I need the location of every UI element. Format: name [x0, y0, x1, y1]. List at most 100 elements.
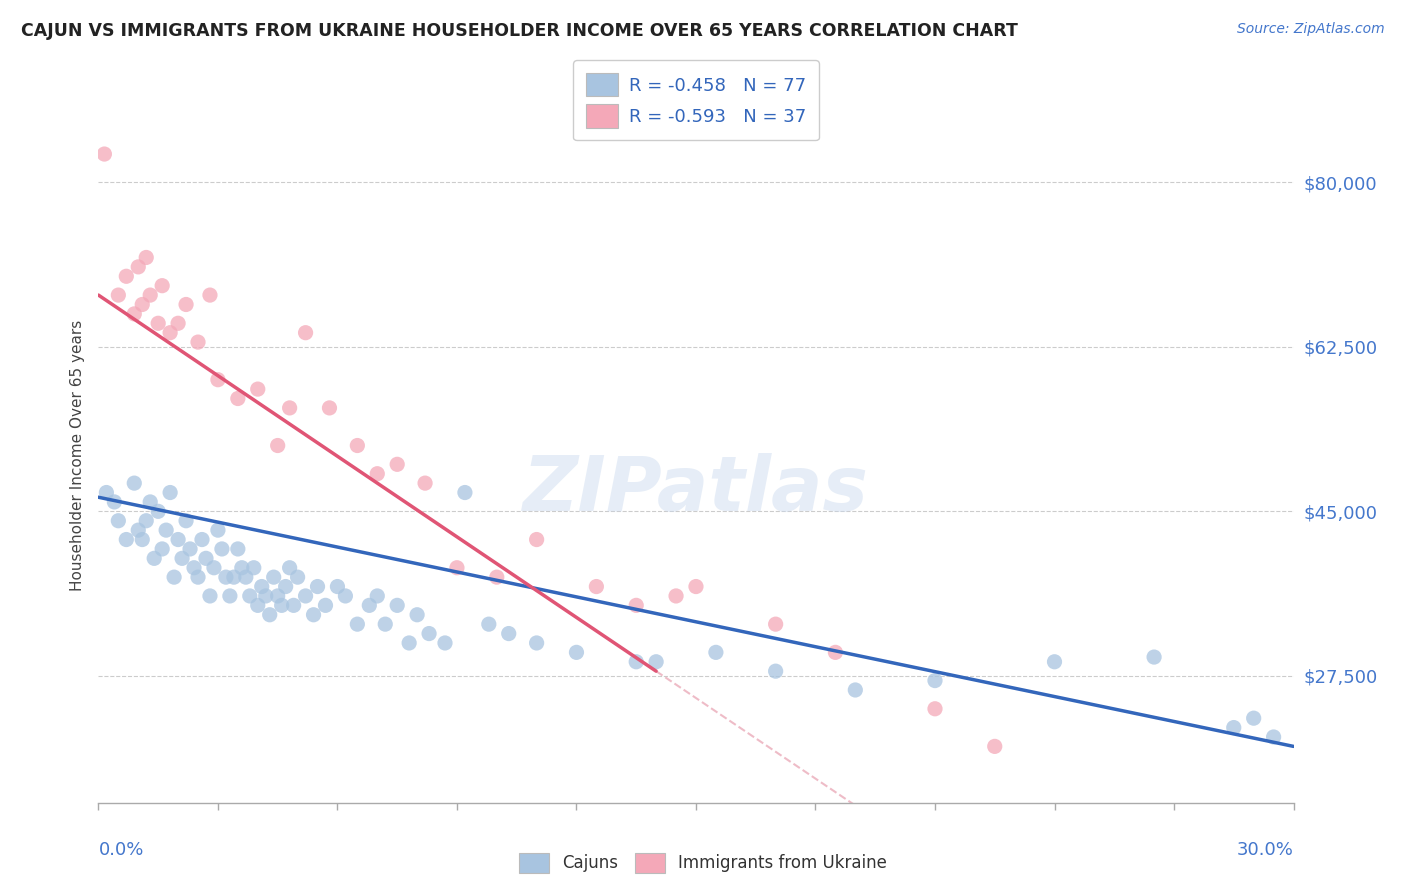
- Point: [202, 560, 225, 574]
- Point: [765, 617, 787, 632]
- Point: [159, 485, 181, 500]
- Point: [107, 514, 129, 528]
- Point: [163, 570, 186, 584]
- Legend: Cajuns, Immigrants from Ukraine: Cajuns, Immigrants from Ukraine: [512, 847, 894, 880]
- Point: [267, 438, 290, 452]
- Point: [704, 645, 727, 659]
- Point: [307, 580, 329, 594]
- Point: [398, 636, 420, 650]
- Point: [385, 458, 409, 472]
- Point: [665, 589, 688, 603]
- Point: [254, 589, 277, 603]
- Point: [183, 560, 205, 574]
- Point: [139, 288, 162, 302]
- Point: [235, 570, 257, 584]
- Point: [127, 260, 149, 274]
- Point: [246, 599, 269, 613]
- Point: [215, 570, 238, 584]
- Point: [626, 599, 648, 613]
- Point: [765, 664, 787, 678]
- Text: 0.0%: 0.0%: [98, 841, 143, 859]
- Point: [226, 541, 249, 556]
- Point: [135, 514, 157, 528]
- Point: [267, 589, 290, 603]
- Point: [155, 523, 177, 537]
- Text: CAJUN VS IMMIGRANTS FROM UKRAINE HOUSEHOLDER INCOME OVER 65 YEARS CORRELATION CH: CAJUN VS IMMIGRANTS FROM UKRAINE HOUSEHO…: [21, 22, 1018, 40]
- Point: [626, 655, 648, 669]
- Point: [1263, 730, 1285, 744]
- Point: [239, 589, 262, 603]
- Point: [318, 401, 340, 415]
- Point: [645, 655, 668, 669]
- Point: [231, 560, 253, 574]
- Point: [335, 589, 357, 603]
- Point: [924, 702, 946, 716]
- Point: [187, 570, 209, 584]
- Point: [278, 560, 301, 574]
- Point: [374, 617, 396, 632]
- Point: [1243, 711, 1265, 725]
- Point: [139, 495, 162, 509]
- Point: [984, 739, 1007, 754]
- Point: [366, 467, 388, 481]
- Point: [346, 617, 368, 632]
- Point: [1223, 721, 1246, 735]
- Point: [174, 297, 197, 311]
- Point: [207, 523, 229, 537]
- Point: [685, 580, 707, 594]
- Point: [294, 326, 316, 340]
- Point: [498, 626, 520, 640]
- Point: [434, 636, 457, 650]
- Point: [167, 316, 190, 330]
- Point: [127, 523, 149, 537]
- Point: [174, 514, 197, 528]
- Point: [195, 551, 218, 566]
- Point: [148, 504, 170, 518]
- Point: [294, 589, 316, 603]
- Point: [103, 495, 125, 509]
- Point: [148, 316, 170, 330]
- Point: [96, 485, 118, 500]
- Point: [526, 636, 548, 650]
- Point: [413, 476, 436, 491]
- Point: [346, 438, 368, 452]
- Point: [418, 626, 440, 640]
- Point: [135, 251, 157, 265]
- Y-axis label: Householder Income Over 65 years: Householder Income Over 65 years: [69, 319, 84, 591]
- Point: [226, 392, 249, 406]
- Point: [366, 589, 388, 603]
- Point: [198, 288, 221, 302]
- Point: [326, 580, 349, 594]
- Text: ZIPatlas: ZIPatlas: [523, 453, 869, 526]
- Point: [150, 278, 173, 293]
- Point: [93, 147, 115, 161]
- Point: [246, 382, 269, 396]
- Point: [124, 307, 146, 321]
- Point: [219, 589, 242, 603]
- Point: [278, 401, 301, 415]
- Point: [824, 645, 846, 659]
- Point: [115, 533, 138, 547]
- Point: [315, 599, 337, 613]
- Point: [143, 551, 166, 566]
- Point: [172, 551, 194, 566]
- Point: [131, 297, 153, 311]
- Point: [385, 599, 409, 613]
- Point: [526, 533, 548, 547]
- Point: [107, 288, 129, 302]
- Point: [159, 326, 181, 340]
- Legend: R = -0.458   N = 77, R = -0.593   N = 37: R = -0.458 N = 77, R = -0.593 N = 37: [574, 61, 818, 140]
- Point: [1143, 650, 1166, 665]
- Point: [485, 570, 508, 584]
- Text: 30.0%: 30.0%: [1237, 841, 1294, 859]
- Point: [250, 580, 273, 594]
- Point: [274, 580, 297, 594]
- Point: [131, 533, 153, 547]
- Point: [115, 269, 138, 284]
- Point: [924, 673, 946, 688]
- Point: [478, 617, 501, 632]
- Point: [565, 645, 588, 659]
- Point: [259, 607, 281, 622]
- Text: Source: ZipAtlas.com: Source: ZipAtlas.com: [1237, 22, 1385, 37]
- Point: [243, 560, 266, 574]
